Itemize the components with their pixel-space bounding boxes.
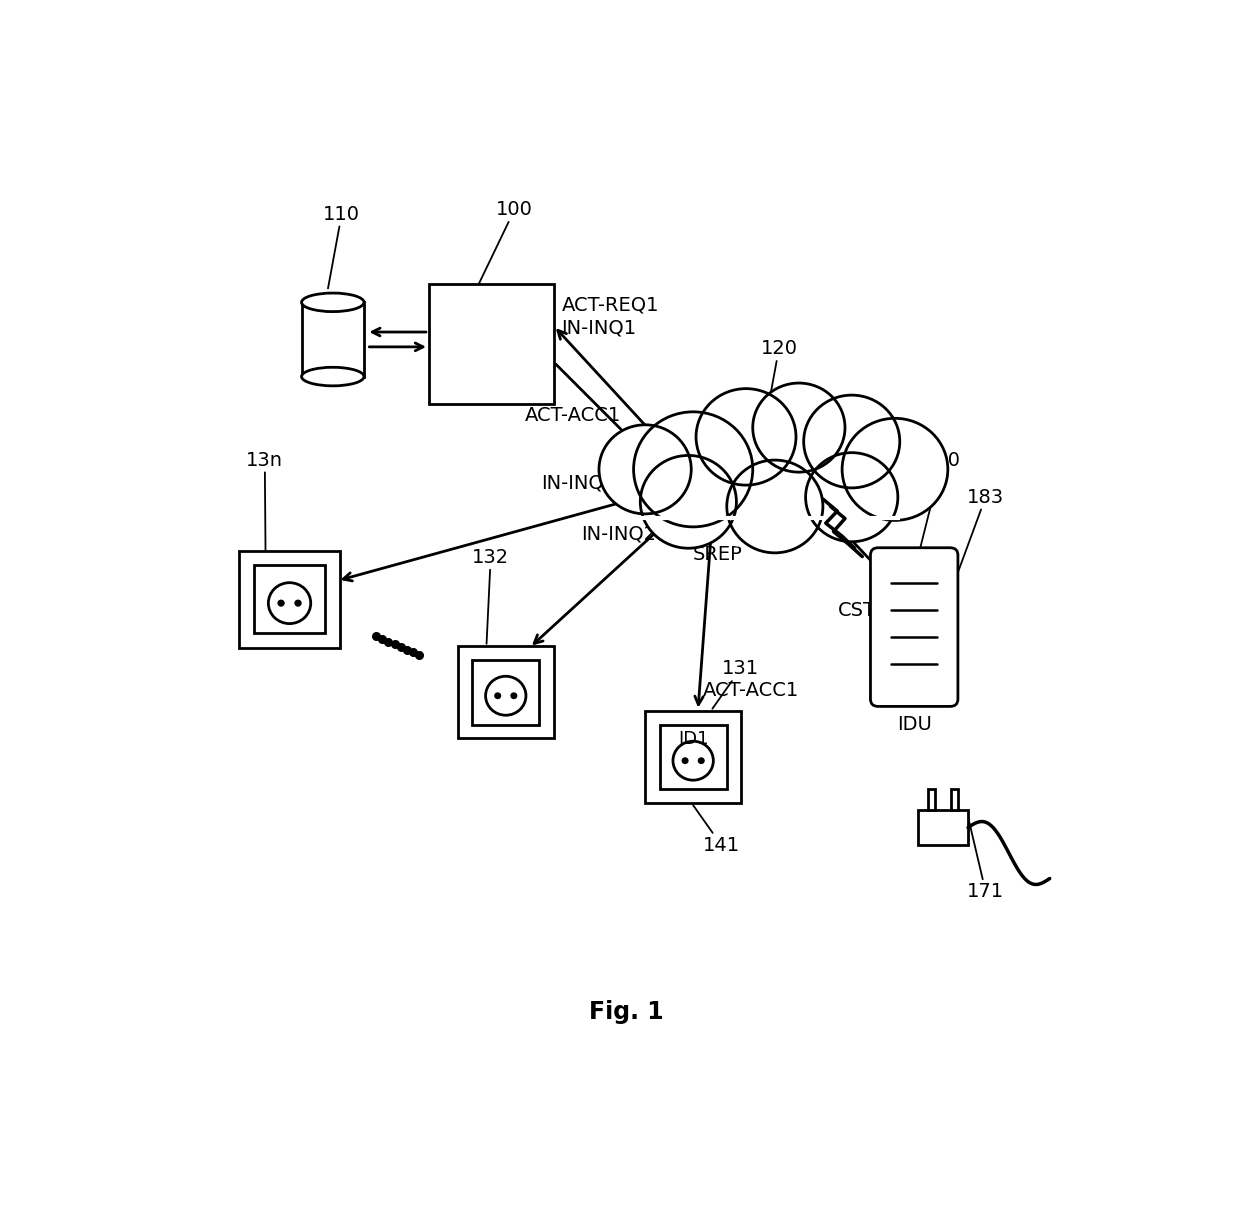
Text: 100: 100 xyxy=(479,200,533,283)
Circle shape xyxy=(634,412,753,527)
Bar xyxy=(458,646,554,739)
Text: 120: 120 xyxy=(760,340,797,423)
Bar xyxy=(951,789,959,810)
Text: 180: 180 xyxy=(919,451,961,553)
Circle shape xyxy=(753,383,844,472)
Text: Fig. 1: Fig. 1 xyxy=(589,1000,663,1024)
Text: 183: 183 xyxy=(951,488,1004,592)
Text: IDU: IDU xyxy=(897,715,931,734)
Circle shape xyxy=(698,758,704,764)
Bar xyxy=(472,659,539,724)
Text: 185: 185 xyxy=(832,433,894,483)
Text: ACT-REQ1: ACT-REQ1 xyxy=(562,296,658,315)
Text: CST: CST xyxy=(838,601,875,619)
Circle shape xyxy=(696,389,796,486)
Circle shape xyxy=(295,600,301,606)
Text: ID1: ID1 xyxy=(678,730,708,748)
Circle shape xyxy=(640,455,737,548)
Circle shape xyxy=(842,418,947,521)
Bar xyxy=(645,711,742,804)
Text: 131: 131 xyxy=(713,659,759,709)
Bar xyxy=(239,551,340,648)
Circle shape xyxy=(599,425,691,513)
Text: 13n: 13n xyxy=(247,451,283,551)
Ellipse shape xyxy=(301,368,365,386)
Circle shape xyxy=(755,408,880,530)
Text: IN-INQ1: IN-INQ1 xyxy=(562,319,636,337)
FancyBboxPatch shape xyxy=(870,548,959,706)
Bar xyxy=(301,302,365,376)
Circle shape xyxy=(682,758,688,764)
Text: IN-INQ1: IN-INQ1 xyxy=(680,525,755,543)
Circle shape xyxy=(804,395,900,488)
Ellipse shape xyxy=(301,293,365,312)
Bar xyxy=(254,565,325,634)
Circle shape xyxy=(278,600,284,606)
Circle shape xyxy=(495,693,501,699)
Text: ACT-REQ1: ACT-REQ1 xyxy=(818,476,915,495)
Text: 132: 132 xyxy=(472,548,510,643)
Bar xyxy=(928,789,935,810)
Bar xyxy=(429,284,554,405)
Circle shape xyxy=(806,453,898,542)
Text: ACT-ACC1: ACT-ACC1 xyxy=(525,406,621,425)
Text: 110: 110 xyxy=(324,205,360,288)
Text: SREP: SREP xyxy=(692,545,742,564)
Text: IN-INQn: IN-INQn xyxy=(542,474,616,493)
Bar xyxy=(660,724,727,789)
Text: 171: 171 xyxy=(967,812,1004,901)
Bar xyxy=(918,810,968,845)
Circle shape xyxy=(511,693,517,699)
Text: IN-INQ2: IN-INQ2 xyxy=(582,525,657,543)
Circle shape xyxy=(681,421,811,546)
Circle shape xyxy=(727,460,823,553)
Text: 141: 141 xyxy=(693,805,740,854)
Text: ACT-ACC1: ACT-ACC1 xyxy=(703,681,799,700)
